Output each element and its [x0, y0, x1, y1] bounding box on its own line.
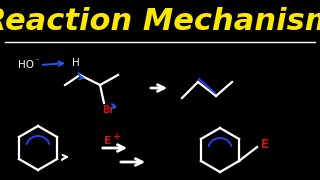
Text: E: E — [261, 138, 269, 152]
Text: Reaction Mechanism: Reaction Mechanism — [0, 8, 320, 37]
Text: ⁻: ⁻ — [34, 57, 38, 66]
Text: E: E — [104, 136, 112, 146]
Text: HO: HO — [18, 60, 34, 70]
Text: +: + — [113, 132, 121, 142]
Text: Br: Br — [102, 105, 114, 115]
Text: H: H — [72, 58, 80, 68]
